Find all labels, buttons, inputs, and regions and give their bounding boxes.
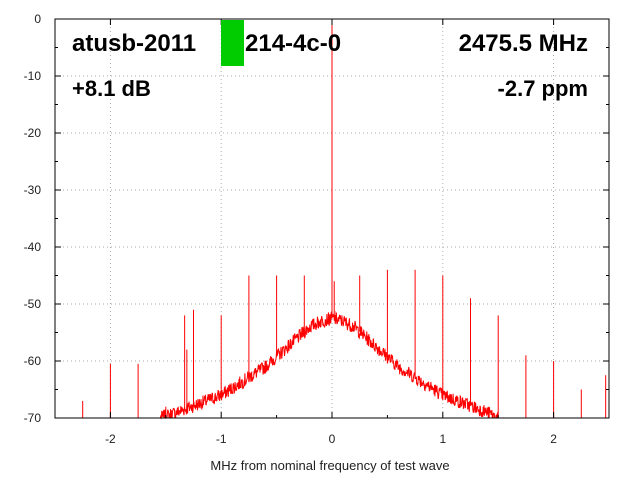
frequency-label: 2475.5 MHz <box>459 30 588 57</box>
device-id-label-left: atusb-2011 <box>72 30 196 57</box>
y-tick-label: -30 <box>24 183 42 197</box>
green-marker-block <box>221 20 244 66</box>
spectrum-trace <box>55 19 609 420</box>
x-tick-label: 0 <box>329 432 336 446</box>
y-tick-label: -70 <box>24 411 42 425</box>
x-tick-label: -2 <box>105 432 116 446</box>
y-tick-label: 0 <box>34 12 41 26</box>
y-tick-label: -60 <box>24 354 42 368</box>
y-tick-label: -50 <box>24 297 42 311</box>
axis-ticks: -2 -1 0 1 20-10-20-30-40-50-60-70 <box>24 12 610 446</box>
y-tick-label: -10 <box>24 69 42 83</box>
gain-label: +8.1 dB <box>72 76 151 101</box>
y-tick-label: -40 <box>24 240 42 254</box>
x-tick-label: -1 <box>216 432 227 446</box>
x-tick-label: 1 <box>439 432 446 446</box>
device-id-label-right: 214-4c-0 <box>245 30 341 57</box>
y-tick-label: -20 <box>24 126 42 140</box>
ppm-label: -2.7 ppm <box>498 76 588 101</box>
x-tick-label: 2 <box>550 432 557 446</box>
x-axis-label: MHz from nominal frequency of test wave <box>210 458 449 473</box>
